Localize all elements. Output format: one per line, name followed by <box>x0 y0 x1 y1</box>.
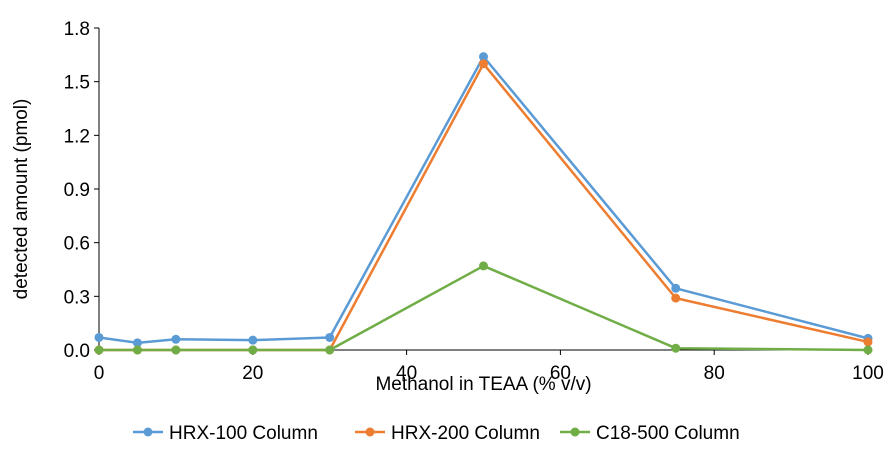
series-c18-500-column <box>94 261 873 355</box>
data-point <box>248 335 258 345</box>
data-point <box>325 332 335 342</box>
data-point <box>479 261 488 271</box>
x-axis-title: Methanol in TEAA (% v/v) <box>375 374 591 395</box>
x-tick-label: 40 <box>396 363 417 384</box>
x-tick-labels: 0 20 40 60 80 100 <box>94 350 884 384</box>
x-tick-label: 20 <box>242 363 263 384</box>
y-tick-labels: 0.0 0.3 0.6 0.9 1.2 1.5 1.8 <box>64 19 99 362</box>
data-point <box>479 52 488 62</box>
data-point <box>671 283 681 293</box>
y-tick-label: 0.9 <box>64 180 90 201</box>
x-tick-label: 0 <box>94 363 105 384</box>
data-point <box>94 345 104 355</box>
data-point <box>94 332 104 342</box>
data-point <box>671 293 681 303</box>
x-tick-label: 100 <box>852 363 884 384</box>
data-point <box>171 334 181 344</box>
y-axis: 0.0 0.3 0.6 0.9 1.2 1.5 1.8 <box>64 19 100 362</box>
y-tick-label: 0.3 <box>64 287 90 308</box>
data-point <box>325 345 335 355</box>
y-tick-label: 1.8 <box>64 19 90 40</box>
series-line <box>99 264 869 352</box>
legend-item: HRX-100 Column <box>133 423 318 444</box>
legend-label: HRX-200 Column <box>391 423 540 444</box>
data-point <box>671 343 681 353</box>
data-point <box>479 59 488 69</box>
series-line <box>98 55 869 345</box>
series-hrx-100-column <box>94 52 873 348</box>
legend-label: HRX-100 Column <box>169 423 318 444</box>
plot-series <box>94 52 873 355</box>
data-point <box>171 345 181 355</box>
legend-swatch-marker <box>143 427 153 437</box>
legend-swatch-marker <box>570 427 580 437</box>
data-point <box>132 345 142 355</box>
x-tick-label: 60 <box>550 363 571 384</box>
data-point <box>132 338 142 348</box>
y-axis-title: detected amount (pmol) <box>11 99 32 300</box>
legend: HRX-100 Column HRX-200 Column C18-500 Colu… <box>133 423 740 444</box>
data-point <box>863 345 873 355</box>
x-tick-label: 80 <box>704 363 725 384</box>
y-tick-label: 0.0 <box>64 341 90 362</box>
data-point <box>863 337 873 347</box>
data-point <box>248 345 258 355</box>
y-tick-label: 0.6 <box>64 234 90 255</box>
legend-swatch-marker <box>365 427 375 437</box>
y-tick-label: 1.5 <box>64 73 90 94</box>
y-tick-label: 1.2 <box>64 126 90 147</box>
legend-item: HRX-200 Column <box>355 423 540 444</box>
legend-label: C18-500 Column <box>596 423 740 444</box>
legend-item: C18-500 Column <box>560 423 740 444</box>
